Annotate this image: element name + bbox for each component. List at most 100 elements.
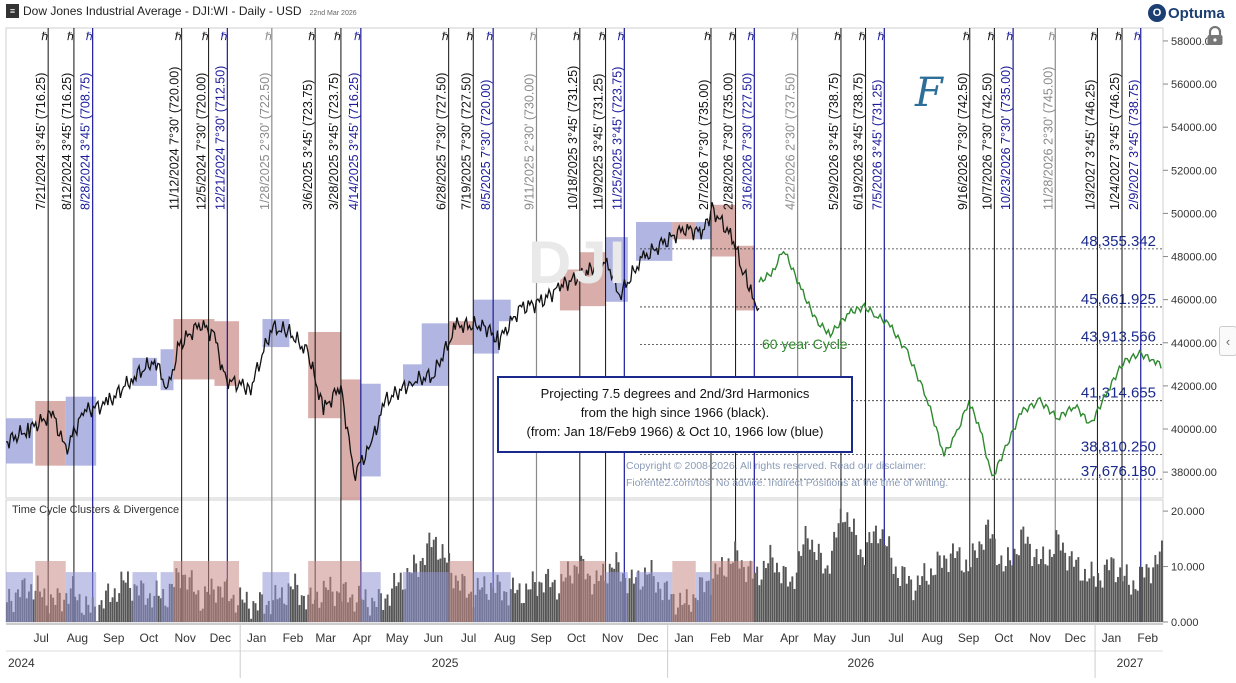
cycle-label: 9/16/2026 7°30' (742.50) bbox=[956, 73, 970, 210]
y-tick-label: 48000.00 bbox=[1171, 252, 1217, 264]
cluster-bar bbox=[963, 572, 965, 622]
cluster-bar bbox=[1141, 567, 1144, 622]
cluster-bar bbox=[514, 593, 517, 622]
level-label: 41,314.655 bbox=[1081, 385, 1156, 402]
cluster-bar bbox=[118, 593, 121, 622]
cycle-glyph: ℏ bbox=[987, 30, 994, 43]
month-label: Nov bbox=[174, 631, 195, 645]
sub-y-tick-label: 10.000 bbox=[1171, 562, 1205, 574]
month-label: Feb bbox=[710, 631, 731, 645]
chart-header: ≡ Dow Jones Industrial Average - DJI:WI … bbox=[6, 2, 357, 20]
cycle-glyph: ℏ bbox=[599, 30, 606, 43]
level-label: 45,661.925 bbox=[1081, 291, 1156, 308]
cluster-bar bbox=[1009, 560, 1012, 622]
cluster-box bbox=[308, 561, 341, 622]
cluster-bar bbox=[248, 608, 250, 622]
cluster-bar bbox=[540, 582, 543, 622]
brand: O Optuma bbox=[1148, 4, 1225, 22]
cycle-glyph: ℏ bbox=[442, 30, 449, 43]
cluster-box bbox=[605, 572, 628, 622]
cycle-box bbox=[695, 222, 711, 240]
cluster-bar bbox=[1150, 583, 1152, 622]
cluster-bar bbox=[261, 594, 264, 622]
cluster-bar bbox=[765, 568, 767, 622]
cluster-box bbox=[672, 561, 696, 622]
cycle-glyph: ℏ bbox=[202, 30, 209, 43]
cycle-label: 10/18/2025 3°45' (731.25) bbox=[566, 66, 580, 210]
cluster-bar bbox=[932, 575, 935, 622]
cluster-bar bbox=[298, 604, 301, 622]
level-label: 37,676.180 bbox=[1081, 463, 1156, 480]
cluster-bar bbox=[930, 568, 932, 622]
month-label: Jul bbox=[33, 631, 48, 645]
cluster-bar bbox=[760, 579, 763, 622]
month-label: Apr bbox=[353, 631, 372, 645]
cycle-label: 11/25/2025 3°45' (723.75) bbox=[610, 67, 624, 210]
month-label: Aug bbox=[67, 631, 88, 645]
cluster-bar bbox=[536, 595, 539, 622]
cycle-glyph: ℏ bbox=[573, 30, 580, 43]
symbol-icon[interactable]: ≡ bbox=[6, 4, 19, 18]
month-label: Sep bbox=[103, 631, 125, 645]
sub-y-tick-label: 20.000 bbox=[1171, 506, 1205, 518]
cycle-glyph: ℏ bbox=[1048, 30, 1055, 43]
cluster-bar bbox=[300, 595, 303, 622]
cluster-bar bbox=[879, 538, 882, 622]
cycle-glyph: ℏ bbox=[617, 30, 624, 43]
cluster-bar bbox=[399, 572, 402, 622]
cluster-bar bbox=[982, 549, 985, 622]
cluster-box bbox=[173, 561, 215, 622]
cycle-glyph: ℏ bbox=[834, 30, 841, 43]
month-label: Nov bbox=[602, 631, 623, 645]
cluster-bar bbox=[894, 566, 897, 622]
cluster-bar bbox=[1136, 590, 1139, 622]
y-tick-label: 50000.00 bbox=[1171, 208, 1217, 220]
cycle-glyph: ℏ bbox=[265, 30, 272, 43]
month-label: Dec bbox=[1064, 631, 1085, 645]
cluster-bar bbox=[256, 610, 259, 622]
cluster-bar bbox=[1143, 577, 1146, 622]
cluster-bar bbox=[875, 525, 877, 622]
cluster-bar bbox=[960, 570, 963, 622]
cycle-label: 5/29/2026 3°45' (738.75) bbox=[827, 73, 841, 210]
cycle-label: 11/28/2026 2°30' (745.00) bbox=[1041, 67, 1055, 210]
cluster-bar bbox=[1081, 580, 1084, 622]
cycle-glyph: ℏ bbox=[86, 30, 93, 43]
cycle-label: 12/5/2024 7°30' (720.00) bbox=[195, 73, 209, 210]
scroll-left-icon[interactable]: ‹ bbox=[1219, 326, 1236, 356]
cluster-bar bbox=[800, 555, 803, 622]
cluster-bar bbox=[815, 559, 818, 622]
cluster-bar bbox=[1035, 548, 1038, 622]
cluster-bar bbox=[892, 573, 895, 622]
cluster-bar bbox=[32, 599, 35, 622]
cluster-bar bbox=[391, 588, 393, 622]
cluster-bar bbox=[105, 590, 107, 622]
cluster-bar bbox=[127, 571, 129, 622]
cluster-bar bbox=[919, 585, 921, 622]
lock-icon[interactable] bbox=[1206, 26, 1224, 46]
cluster-bar bbox=[1121, 581, 1124, 622]
cluster-bar bbox=[842, 522, 844, 622]
cycle-glyph: ℏ bbox=[67, 30, 74, 43]
cluster-bar bbox=[556, 599, 558, 622]
cluster-bar bbox=[397, 582, 400, 622]
month-label: Nov bbox=[1029, 631, 1050, 645]
cluster-bar bbox=[1018, 555, 1020, 622]
cluster-bar bbox=[886, 546, 888, 622]
cluster-bar bbox=[811, 539, 814, 622]
cycle-label: 9/11/2025 2°30' (730.00) bbox=[522, 74, 536, 210]
cluster-box bbox=[473, 572, 500, 622]
cluster-bar bbox=[1011, 565, 1014, 622]
y-tick-label: 40000.00 bbox=[1171, 424, 1217, 436]
y-tick-label: 42000.00 bbox=[1171, 381, 1217, 393]
cluster-bar bbox=[820, 552, 822, 622]
cluster-bar bbox=[628, 578, 631, 622]
cluster-bar bbox=[107, 583, 110, 622]
cluster-bar bbox=[958, 547, 961, 622]
cluster-bar bbox=[754, 572, 756, 622]
cluster-bar bbox=[780, 583, 783, 622]
cluster-bar bbox=[305, 609, 308, 622]
cycle-label: 3/6/2025 3°45' (723.75) bbox=[301, 80, 315, 210]
cluster-bar bbox=[978, 541, 981, 622]
